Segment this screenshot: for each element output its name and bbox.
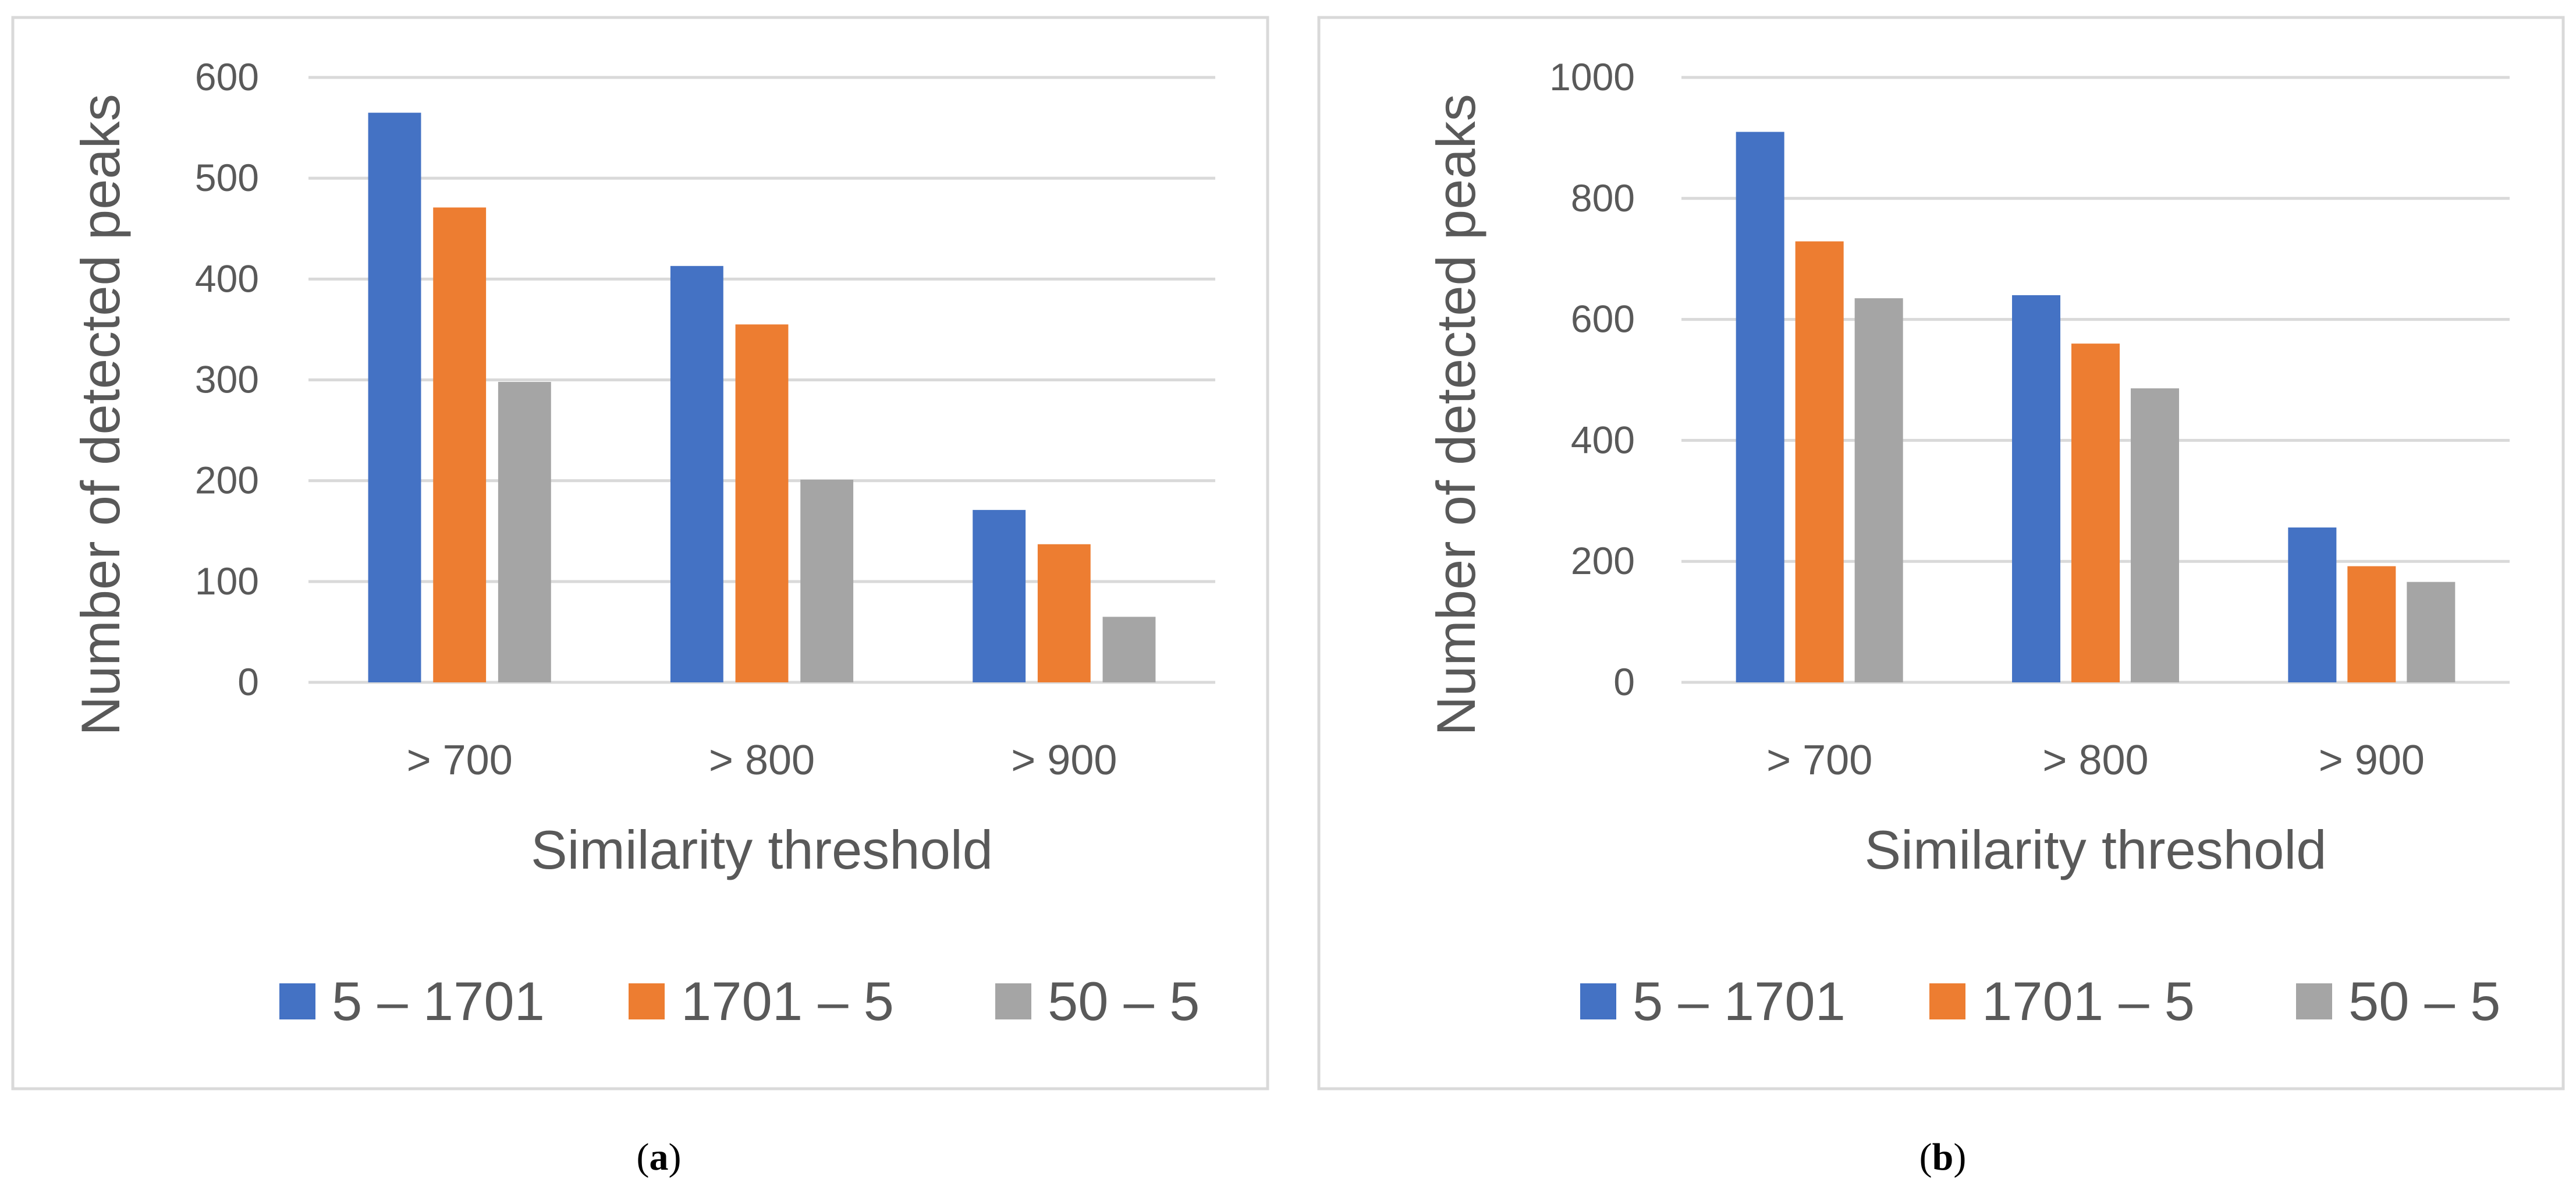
bar [1736,132,1784,682]
bar [735,324,789,682]
legend-swatch [1929,983,1965,1019]
chart-border [1317,16,2565,1090]
chart-panel-a: 0 100 200 300 400 500 600 > 700 > 800 > 900 Simila… [0,0,1280,1097]
bar [1795,241,1844,683]
y-tick-label: 200 [195,459,259,502]
x-tick-label: > 900 [2319,737,2425,784]
bar [2071,344,2120,682]
bar [2130,388,2179,682]
y-tick-label: 600 [195,55,259,98]
y-tick-label: 0 [1613,660,1635,703]
x-tick-label: > 800 [709,737,815,784]
caption-b-label: b [1932,1136,1954,1178]
legend-label: 50 – 5 [2348,971,2500,1032]
bar [800,479,854,682]
y-tick-label: 500 [195,156,259,199]
bar [2288,527,2337,682]
bar [498,381,551,682]
bar [670,265,723,682]
y-tick-label: 100 [195,559,259,603]
x-tick-label: > 800 [2042,737,2148,784]
caption-b: (b) [1919,1136,1967,1178]
bar [2012,295,2061,682]
legend-swatch [279,983,315,1019]
legend-label: 5 – 1701 [332,971,545,1032]
bar [2407,582,2456,682]
y-tick-label: 400 [1571,418,1635,461]
legend-label: 50 – 5 [1048,971,1200,1032]
y-tick-label: 600 [1571,298,1635,341]
bar [1102,617,1156,682]
y-tick-label: 0 [237,660,259,703]
bar [433,207,487,682]
chart-b: 0 200 400 600 800 1000 > 700 > 800 > 900 Similari… [1317,16,2565,1090]
bar [2347,566,2396,682]
x-axis-title: Similarity threshold [1864,819,2326,880]
x-axis-title: Similarity threshold [531,819,993,880]
legend-swatch [1580,983,1616,1019]
x-tick-label: > 900 [1011,737,1117,784]
bar [1854,298,1903,682]
x-tick-label: > 700 [407,737,513,784]
caption-a-label: a [649,1136,669,1178]
legend-swatch [995,983,1031,1019]
chart-panel-b: 0 200 400 600 800 1000 > 700 > 800 > 900 Similari… [1306,0,2576,1097]
y-tick-label: 300 [195,358,259,401]
x-tick-label: > 700 [1766,737,1872,784]
bar [973,509,1026,682]
legend-swatch [2296,983,2332,1019]
y-tick-label: 800 [1571,176,1635,219]
y-tick-label: 1000 [1549,55,1635,98]
y-tick-label: 400 [195,257,259,300]
y-tick-label: 200 [1571,539,1635,582]
legend-swatch [629,983,665,1019]
legend-label: 5 – 1701 [1633,971,1846,1032]
y-axis-title: Number of detected peaks [1425,94,1486,736]
legend-label: 1701 – 5 [1982,971,2195,1032]
legend-label: 1701 – 5 [681,971,894,1032]
bar [1037,544,1091,682]
y-axis-title: Number of detected peaks [70,94,131,736]
caption-a: (a) [636,1136,682,1178]
chart-a: 0 100 200 300 400 500 600 > 700 > 800 > 900 Simila… [11,16,1269,1090]
bar [368,112,421,682]
